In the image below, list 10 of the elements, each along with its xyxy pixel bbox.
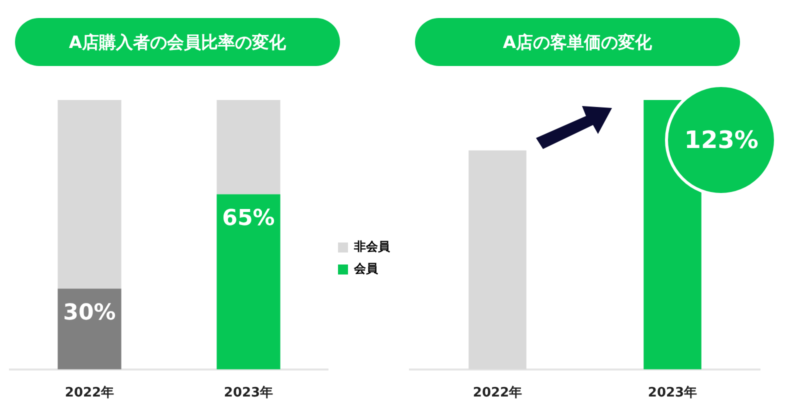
x-tick-label: 2022年 [472,386,522,401]
chart-title: A店購入者の会員比率の変化 [15,18,340,66]
x-tick-label: 2023年 [224,386,274,401]
legend-label: 会員 [353,262,379,276]
legend-label: 非会員 [353,240,391,254]
chart-title: A店の客単価の変化 [415,18,740,66]
data-label: 30% [63,300,116,326]
data-label: 65% [222,206,275,232]
x-tick-label: 2023年 [648,386,698,401]
x-tick-label: 2022年 [64,386,114,401]
